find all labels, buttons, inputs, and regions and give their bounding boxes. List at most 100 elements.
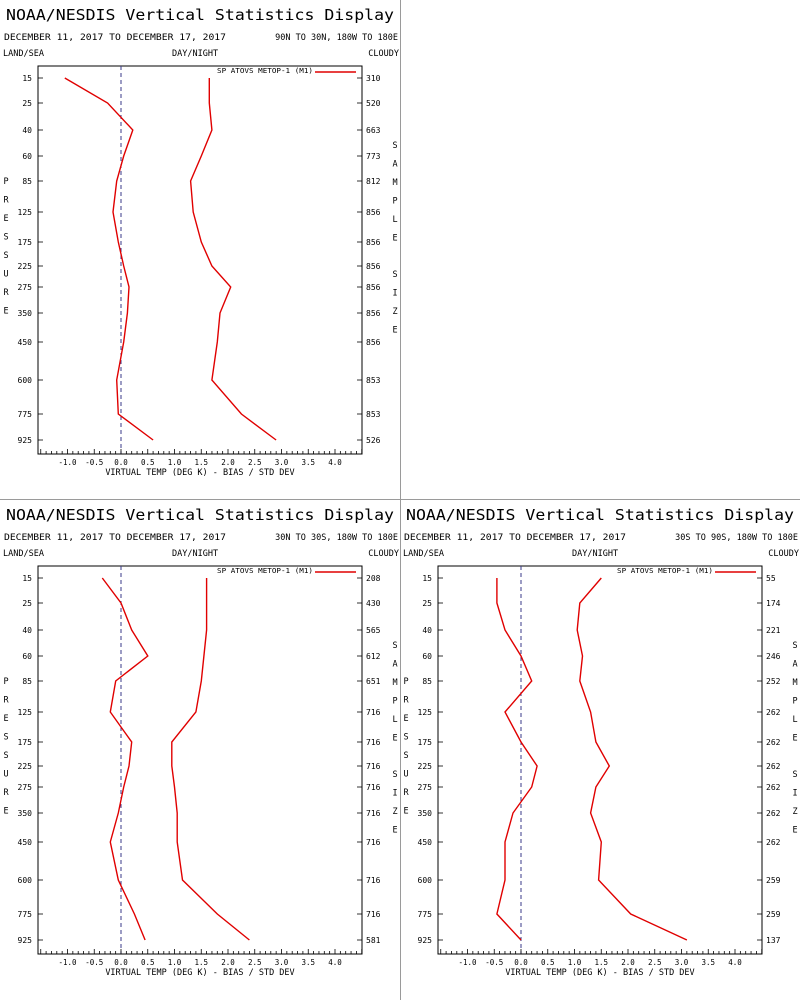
date-range: DECEMBER 11, 2017 TO DECEMBER 17, 2017: [4, 33, 226, 43]
std-dev-series-line: [189, 78, 277, 441]
pressure-level-label: 450: [18, 838, 33, 847]
pressure-level-label: 85: [22, 177, 32, 186]
sample-size-label: 812: [366, 177, 381, 186]
x-tick-label: 1.5: [194, 458, 208, 467]
x-tick-label: 4.0: [328, 958, 342, 967]
pressure-level-label: 600: [18, 376, 33, 385]
sample-size-label: 262: [766, 809, 781, 818]
sample-size-axis-letter: M: [392, 178, 397, 188]
plot-frame: [37, 565, 363, 955]
pressure-level-label: 275: [18, 783, 33, 792]
chart-title: NOAA/NESDIS Vertical Statistics Display: [406, 506, 794, 524]
sample-size-label: 853: [366, 410, 381, 419]
sample-size-axis-letter: P: [792, 697, 797, 707]
pressure-level-label: 25: [22, 599, 32, 608]
day-night-label: DAY/NIGHT: [172, 549, 218, 559]
bias-series-line: [101, 577, 149, 941]
pressure-level-label: 775: [418, 910, 433, 919]
x-tick-label: 4.0: [328, 458, 342, 467]
land-sea-label: LAND/SEA: [3, 549, 44, 559]
x-tick-label: 2.0: [221, 458, 235, 467]
x-tick-label: 2.5: [248, 458, 262, 467]
x-tick-label: 0.5: [141, 958, 155, 967]
x-tick-label: 4.0: [728, 958, 742, 967]
pressure-level-label: 225: [18, 262, 33, 271]
pressure-axis-letter: R: [3, 788, 9, 798]
sample-size-axis-letter: E: [792, 734, 797, 744]
pressure-level-label: 60: [422, 652, 432, 661]
pressure-axis-letter: P: [3, 677, 8, 687]
plot-frame: [437, 565, 763, 955]
day-night-label: DAY/NIGHT: [172, 49, 218, 59]
sample-size-label: 520: [366, 99, 381, 108]
x-tick-label: 0.5: [541, 958, 555, 967]
pressure-axis-letter: S: [3, 233, 8, 243]
sample-size-axis-letter: P: [392, 197, 397, 207]
pressure-axis-letter: E: [3, 307, 8, 317]
sample-size-label: 259: [766, 876, 781, 885]
pressure-level-label: 85: [422, 677, 432, 686]
pressure-level-label: 925: [418, 936, 433, 945]
pressure-level-label: 450: [18, 338, 33, 347]
pressure-level-label: 600: [18, 876, 33, 885]
sample-size-label: 262: [766, 738, 781, 747]
region-label: 90N TO 30N, 180W TO 180E: [275, 33, 398, 43]
sample-size-label: 856: [366, 238, 381, 247]
x-tick-label: 3.5: [701, 958, 715, 967]
sample-size-label: 262: [766, 708, 781, 717]
x-tick-label: -1.0: [458, 958, 477, 967]
pressure-level-label: 275: [18, 283, 33, 292]
sample-size-label: 716: [366, 809, 381, 818]
legend-label: SP ATOVS METOP-1 (M1): [617, 567, 713, 575]
day-night-label: DAY/NIGHT: [572, 549, 618, 559]
sample-size-label: 716: [366, 783, 381, 792]
x-tick-label: 1.0: [568, 958, 582, 967]
pressure-axis-letter: U: [403, 770, 408, 780]
sample-size-label: 773: [366, 152, 381, 161]
pressure-level-label: 775: [18, 910, 33, 919]
pressure-axis-letter: R: [3, 196, 9, 206]
sample-size-axis-letter: S: [392, 270, 397, 280]
pressure-axis-letter: P: [403, 677, 408, 687]
sample-size-axis-letter: A: [392, 660, 397, 670]
sample-size-label: 262: [766, 783, 781, 792]
pressure-axis-letter: S: [3, 251, 8, 261]
vertical-stats-chart: NOAA/NESDIS Vertical Statistics Display D…: [3, 6, 399, 478]
sample-size-axis-letter: S: [792, 770, 797, 780]
pressure-axis-letter: S: [3, 751, 8, 761]
x-tick-label: 1.0: [168, 958, 182, 967]
pressure-axis-letter: E: [3, 807, 8, 817]
sample-size-axis-letter: I: [792, 789, 797, 799]
x-tick-label: 1.0: [168, 458, 182, 467]
sample-size-label: 856: [366, 309, 381, 318]
sample-size-axis-letter: E: [392, 826, 397, 836]
pressure-level-label: 175: [18, 238, 33, 247]
pressure-axis-letter: P: [3, 177, 8, 187]
cloudy-label: CLOUDY: [368, 549, 399, 559]
legend-label: SP ATOVS METOP-1 (M1): [217, 67, 313, 75]
sample-size-label: 856: [366, 208, 381, 217]
x-tick-label: -1.0: [58, 958, 77, 967]
sample-size-label: 252: [766, 677, 781, 686]
pressure-level-label: 40: [22, 626, 32, 635]
pressure-axis-letter: E: [403, 807, 408, 817]
x-tick-label: 3.0: [675, 958, 689, 967]
sample-size-axis-letter: L: [392, 715, 397, 725]
chart-title: NOAA/NESDIS Vertical Statistics Display: [6, 506, 394, 524]
pressure-level-label: 15: [422, 574, 432, 583]
vertical-stats-chart: NOAA/NESDIS Vertical Statistics Display D…: [403, 506, 799, 978]
sample-size-label: 716: [366, 910, 381, 919]
legend-label: SP ATOVS METOP-1 (M1): [217, 567, 313, 575]
pressure-level-label: 40: [22, 126, 32, 135]
date-range: DECEMBER 11, 2017 TO DECEMBER 17, 2017: [404, 533, 626, 543]
land-sea-label: LAND/SEA: [403, 549, 444, 559]
sample-size-label: 221: [766, 626, 781, 635]
sample-size-axis-letter: L: [392, 215, 397, 225]
sample-size-label: 716: [366, 838, 381, 847]
sample-size-label: 856: [366, 338, 381, 347]
x-tick-label: 2.0: [221, 958, 235, 967]
sample-size-axis-letter: E: [392, 734, 397, 744]
pressure-axis-letter: E: [403, 714, 408, 724]
date-range: DECEMBER 11, 2017 TO DECEMBER 17, 2017: [4, 533, 226, 543]
sample-size-label: 856: [366, 283, 381, 292]
